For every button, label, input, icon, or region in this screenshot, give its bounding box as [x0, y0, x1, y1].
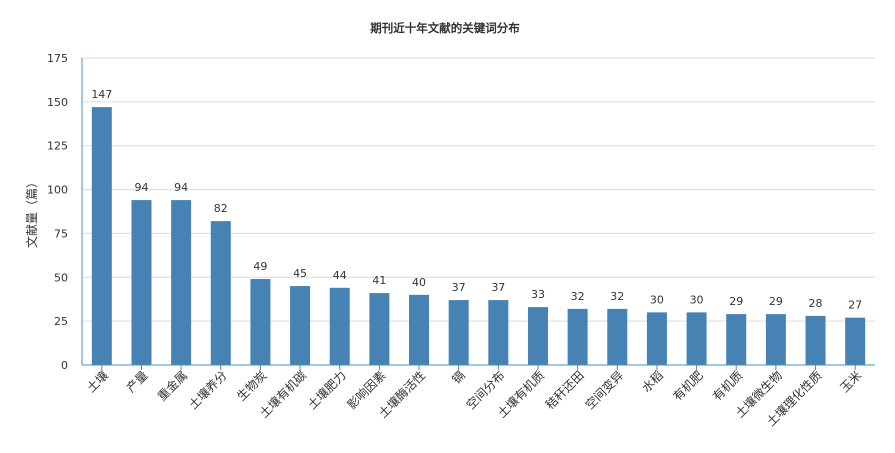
data-label: 49	[253, 260, 267, 273]
data-label: 44	[333, 269, 347, 282]
x-tick-label: 土壤肥力	[304, 368, 349, 413]
y-tick-label: 175	[47, 52, 68, 65]
x-tick-label: 土壤	[83, 368, 111, 396]
data-label: 32	[571, 290, 585, 303]
bar	[171, 200, 192, 365]
y-tick-label: 150	[47, 96, 68, 109]
x-tick-label: 生物炭	[234, 368, 269, 403]
bar	[686, 312, 707, 365]
bar	[567, 308, 588, 365]
gridlines	[82, 57, 875, 322]
bar	[607, 308, 628, 365]
y-axis-label: 文献量（篇）	[24, 176, 39, 248]
data-label: 29	[769, 295, 783, 308]
x-tick-label: 土壤养分	[185, 368, 230, 413]
bar	[726, 314, 747, 365]
x-tick-label: 有机质	[710, 368, 745, 403]
data-label: 27	[848, 299, 862, 312]
bar	[765, 314, 786, 365]
data-label: 30	[650, 293, 664, 306]
data-label: 33	[531, 288, 545, 301]
bar	[409, 294, 430, 365]
y-tick-label: 0	[61, 359, 68, 372]
y-axis-ticks: 0 25 50 75 100 125 150 175	[47, 52, 68, 372]
y-tick-label: 75	[54, 227, 68, 240]
bar	[91, 107, 112, 366]
y-tick-label: 100	[47, 184, 68, 197]
bar	[329, 287, 350, 365]
bar	[131, 200, 152, 365]
x-tick-label: 产量	[124, 368, 151, 395]
bar	[488, 300, 509, 365]
data-label: 30	[690, 293, 704, 306]
y-tick-label: 50	[54, 271, 68, 284]
y-tick-label: 25	[54, 315, 68, 328]
data-labels: 147 94 94 82 49 45 44 41 40 37 37 33 32 32 30 30 29 29 28 2…	[91, 88, 862, 312]
bar	[527, 307, 548, 365]
data-label: 94	[174, 181, 188, 194]
bar	[290, 286, 311, 365]
x-tick-label: 玉米	[837, 368, 864, 395]
x-tick-label: 镉	[449, 368, 467, 386]
data-label: 147	[91, 88, 112, 101]
data-label: 32	[610, 290, 624, 303]
data-label: 40	[412, 276, 426, 289]
x-tick-label: 重金属	[154, 368, 190, 404]
chart-title: 期刊近十年文献的关键词分布	[370, 21, 520, 35]
y-tick-label: 125	[47, 140, 68, 153]
bar	[210, 221, 231, 365]
bar	[845, 317, 866, 365]
data-label: 41	[372, 274, 386, 287]
bar	[448, 300, 469, 365]
bar	[646, 312, 667, 365]
bar	[369, 293, 390, 365]
data-label: 82	[214, 202, 228, 215]
x-tick-label: 秸秆还田	[543, 368, 587, 412]
bars	[91, 107, 866, 366]
x-tick-label: 空间变异	[582, 368, 627, 413]
data-label: 29	[729, 295, 743, 308]
x-tick-label: 有机肥	[670, 368, 705, 403]
data-label: 45	[293, 267, 307, 280]
bar	[250, 279, 271, 365]
data-label: 37	[452, 281, 466, 294]
bar	[805, 315, 826, 365]
data-label: 28	[809, 297, 823, 310]
data-label: 37	[491, 281, 505, 294]
data-label: 94	[134, 181, 148, 194]
x-tick-label: 水稻	[639, 368, 666, 395]
